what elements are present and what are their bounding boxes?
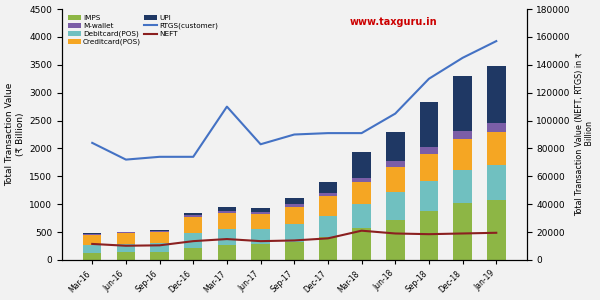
NEFT: [223, 237, 230, 241]
RTGS(customer): [425, 77, 433, 81]
RTGS(customer): [493, 39, 500, 43]
NEFT: [493, 231, 500, 235]
Bar: [251, 208, 270, 212]
Bar: [352, 228, 371, 260]
Bar: [386, 167, 404, 193]
NEFT: [358, 229, 365, 232]
RTGS(customer): [392, 112, 399, 116]
Bar: [419, 181, 438, 211]
Bar: [487, 123, 506, 132]
RTGS(customer): [156, 155, 163, 159]
Bar: [116, 233, 135, 244]
Line: NEFT: NEFT: [92, 231, 496, 246]
Line: RTGS(customer): RTGS(customer): [92, 41, 496, 160]
Bar: [487, 132, 506, 165]
Y-axis label: Total Transaction Value (NEFT, RTGS) in ₹
 Billion: Total Transaction Value (NEFT, RTGS) in …: [575, 52, 595, 216]
Bar: [218, 207, 236, 211]
NEFT: [392, 232, 399, 235]
Bar: [352, 178, 371, 182]
RTGS(customer): [89, 141, 96, 145]
Bar: [184, 217, 202, 233]
RTGS(customer): [190, 155, 197, 159]
Bar: [251, 212, 270, 214]
Bar: [251, 244, 270, 260]
Bar: [487, 165, 506, 200]
Bar: [251, 229, 270, 244]
Bar: [487, 200, 506, 260]
Bar: [151, 231, 169, 232]
Legend: IMPS, M-wallet, Debitcard(POS), Creditcard(POS), UPI, RTGS(customer), NEFT, : IMPS, M-wallet, Debitcard(POS), Creditca…: [65, 13, 221, 48]
Bar: [454, 76, 472, 130]
Bar: [285, 204, 304, 207]
Bar: [487, 67, 506, 123]
Bar: [419, 154, 438, 181]
Bar: [319, 196, 337, 217]
RTGS(customer): [290, 133, 298, 136]
RTGS(customer): [257, 142, 264, 146]
Bar: [218, 229, 236, 245]
Bar: [184, 248, 202, 260]
Bar: [83, 253, 101, 260]
RTGS(customer): [459, 56, 466, 60]
NEFT: [459, 232, 466, 235]
Bar: [251, 214, 270, 229]
Bar: [184, 213, 202, 215]
RTGS(customer): [223, 105, 230, 108]
Bar: [218, 211, 236, 213]
Bar: [218, 245, 236, 260]
Bar: [151, 230, 169, 231]
Bar: [352, 182, 371, 204]
Bar: [319, 182, 337, 193]
Bar: [319, 236, 337, 260]
Bar: [184, 233, 202, 248]
Bar: [285, 197, 304, 204]
Bar: [83, 245, 101, 253]
Bar: [386, 193, 404, 220]
Bar: [184, 215, 202, 217]
Bar: [83, 235, 101, 245]
Bar: [386, 220, 404, 260]
Bar: [285, 224, 304, 242]
NEFT: [290, 238, 298, 242]
Bar: [419, 147, 438, 154]
Bar: [386, 132, 404, 161]
Bar: [454, 202, 472, 260]
Bar: [419, 102, 438, 147]
Bar: [454, 139, 472, 169]
Bar: [285, 207, 304, 224]
Bar: [419, 211, 438, 260]
Bar: [151, 232, 169, 243]
NEFT: [122, 244, 130, 247]
Bar: [116, 252, 135, 260]
Text: www.taxguru.in: www.taxguru.in: [350, 16, 437, 27]
Bar: [116, 244, 135, 252]
Bar: [454, 169, 472, 202]
Bar: [83, 234, 101, 235]
RTGS(customer): [122, 158, 130, 161]
Bar: [319, 193, 337, 197]
Bar: [319, 217, 337, 236]
NEFT: [156, 244, 163, 247]
NEFT: [190, 239, 197, 243]
Bar: [352, 204, 371, 228]
Bar: [352, 152, 371, 178]
Y-axis label: Total Transaction Value
(₹ Billion): Total Transaction Value (₹ Billion): [5, 83, 25, 186]
Bar: [151, 243, 169, 252]
RTGS(customer): [358, 131, 365, 135]
Bar: [285, 242, 304, 260]
NEFT: [89, 242, 96, 246]
Bar: [151, 252, 169, 260]
Bar: [454, 130, 472, 139]
Bar: [386, 161, 404, 167]
Bar: [116, 232, 135, 233]
NEFT: [425, 232, 433, 236]
Bar: [218, 213, 236, 229]
NEFT: [325, 237, 332, 240]
RTGS(customer): [325, 131, 332, 135]
NEFT: [257, 239, 264, 243]
